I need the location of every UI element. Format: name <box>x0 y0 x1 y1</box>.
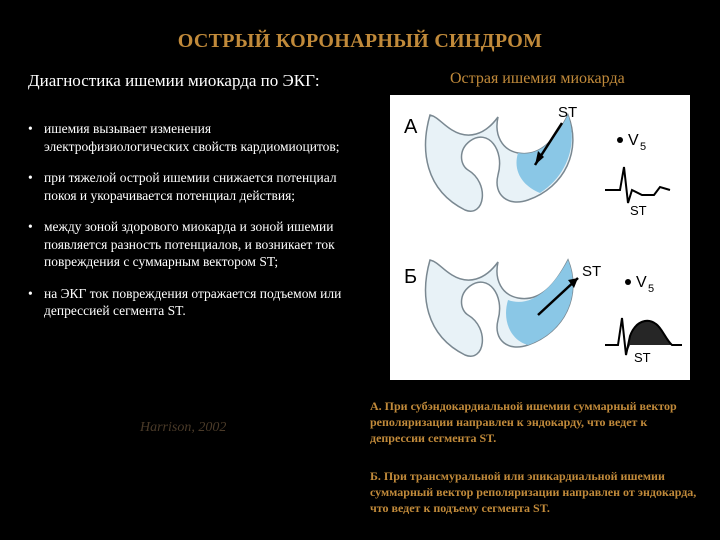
svg-text:ST: ST <box>582 263 601 280</box>
caption-b: Б. При трансмуральной или эпикардиальной… <box>370 468 700 517</box>
svg-text:ST: ST <box>634 350 651 365</box>
heart-a: ST <box>426 104 578 211</box>
svg-text:ST: ST <box>630 203 647 218</box>
bullet-item: ишемия вызывает изменения электрофизиоло… <box>28 120 343 155</box>
citation: Harrison, 2002 <box>140 420 226 436</box>
lead-a: V 5 ST <box>605 132 670 218</box>
bullet-item: при тяжелой острой ишемии снижается поте… <box>28 169 343 204</box>
lead-b: V 5 ST <box>605 274 682 365</box>
bullet-list: ишемия вызывает изменения электрофизиоло… <box>28 120 343 334</box>
myocardium-diagram: А ST V 5 ST Б <box>390 95 690 380</box>
panel-a-label: А <box>404 116 418 138</box>
panel-b-label: Б <box>404 266 417 288</box>
caption-a: А. При субэндокардиальной ишемии суммарн… <box>370 398 700 447</box>
svg-text:V: V <box>636 274 647 291</box>
svg-text:ST: ST <box>558 104 577 121</box>
left-column-heading: Диагностика ишемии миокарда по ЭКГ: <box>28 70 348 91</box>
svg-text:V: V <box>628 132 639 149</box>
slide: ОСТРЫЙ КОРОНАРНЫЙ СИНДРОМ Диагностика иш… <box>0 0 720 540</box>
svg-text:5: 5 <box>648 283 654 295</box>
slide-title: ОСТРЫЙ КОРОНАРНЫЙ СИНДРОМ <box>0 30 720 53</box>
right-column-heading: Острая ишемия миокарда <box>450 70 625 88</box>
svg-text:5: 5 <box>640 141 646 153</box>
bullet-item: на ЭКГ ток повреждения отражается подъем… <box>28 285 343 320</box>
heart-b: ST <box>426 260 602 356</box>
bullet-item: между зоной здорового миокарда и зоной и… <box>28 218 343 271</box>
